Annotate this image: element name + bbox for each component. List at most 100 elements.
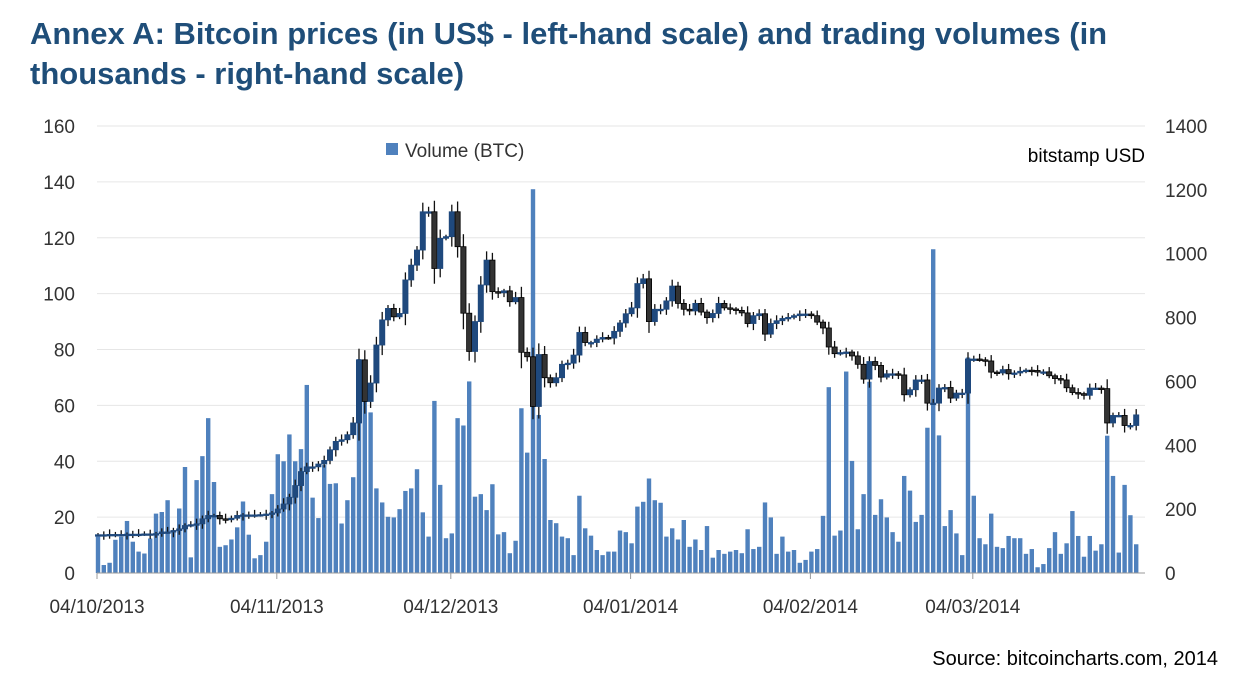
candle-up — [181, 525, 188, 530]
candle-down — [1046, 371, 1053, 377]
volume-bar — [960, 555, 965, 573]
candle-up — [767, 323, 774, 335]
volume-bar — [107, 562, 112, 573]
volume-bar — [188, 557, 193, 573]
volume-bar — [438, 484, 443, 573]
candle-up — [1011, 372, 1018, 375]
candle-down — [825, 327, 832, 348]
annotation: bitstamp USD — [1028, 146, 1145, 167]
candle-down — [860, 363, 867, 380]
volume-bar — [890, 532, 895, 573]
candle-up — [152, 533, 159, 536]
volume-bar — [513, 540, 518, 573]
candle-down — [1098, 387, 1105, 390]
candle-up — [791, 315, 798, 318]
volume-bar — [1018, 538, 1023, 573]
candle-up — [1127, 425, 1134, 428]
candle-up — [129, 533, 136, 537]
volume-bar — [907, 490, 913, 573]
candle-up — [106, 534, 113, 537]
candle-up — [657, 308, 664, 312]
candle-down — [646, 278, 653, 322]
volume-bar — [936, 435, 942, 573]
candle-up — [321, 460, 328, 465]
volume-bar — [293, 461, 298, 573]
volume-bar — [461, 425, 466, 573]
candle-up — [292, 485, 299, 498]
volume-bar — [229, 539, 234, 573]
volume-bar — [774, 553, 779, 573]
volume-bar — [1105, 435, 1110, 573]
candle-up — [257, 514, 264, 517]
candle-up — [124, 533, 131, 537]
volume-bar — [281, 461, 286, 573]
candle-up — [930, 402, 937, 406]
volume-bar — [1081, 556, 1087, 573]
candle-down — [390, 308, 397, 318]
y-right-tick-label: 400 — [1165, 436, 1197, 457]
volume-bar — [159, 512, 164, 573]
candle-up — [297, 471, 304, 486]
candle-up — [773, 320, 780, 324]
candle-up — [912, 379, 919, 391]
candle-up — [373, 344, 380, 384]
volume-bar — [101, 565, 106, 573]
candle-up — [367, 382, 374, 402]
candle-up — [883, 373, 890, 378]
candle-down — [1034, 370, 1041, 373]
candle-up — [593, 338, 600, 343]
candle-down — [1069, 387, 1076, 393]
candle-up — [756, 313, 763, 317]
candle-up — [785, 316, 792, 320]
candle-down — [680, 303, 687, 310]
volume-bar — [536, 414, 541, 573]
candle-down — [744, 312, 751, 324]
volume-bar — [420, 512, 425, 573]
candle-down — [524, 351, 531, 358]
volume-bar — [919, 514, 924, 573]
volume-bar — [739, 553, 744, 573]
candle-up — [239, 514, 246, 517]
candle-down — [547, 377, 554, 384]
candle-up — [338, 439, 345, 442]
candle-down — [222, 518, 229, 521]
candle-down — [698, 303, 705, 313]
candle-down — [530, 356, 537, 407]
volume-bar — [142, 553, 147, 573]
candle-up — [199, 518, 206, 525]
volume-bar — [797, 562, 802, 573]
candle-up — [245, 514, 252, 517]
volume-bar — [345, 500, 350, 573]
candle-up — [535, 354, 542, 407]
volume-bar — [693, 539, 698, 573]
volume-bar — [965, 357, 971, 573]
volume-bar — [571, 555, 576, 573]
volume-bar — [484, 510, 489, 573]
y-right-tick-label: 0 — [1165, 564, 1176, 585]
volume-bar — [600, 555, 605, 573]
volume-bar — [316, 518, 321, 573]
candle-up — [251, 514, 258, 517]
candle-up — [477, 284, 484, 322]
volume-bar — [119, 536, 124, 573]
volume-bar — [252, 558, 257, 573]
volume-bar — [490, 484, 495, 573]
candle-up — [576, 332, 583, 356]
candle-up — [640, 278, 647, 284]
candle-up — [570, 354, 577, 364]
volume-bar — [339, 523, 344, 573]
volume-bar — [565, 538, 570, 573]
candle-up — [303, 466, 310, 472]
candle-up — [837, 352, 844, 355]
volume-bar — [583, 528, 588, 573]
candle-up — [228, 517, 235, 521]
volume-bar — [559, 536, 565, 573]
y-right-tick-label: 1400 — [1165, 117, 1207, 138]
candle-up — [953, 392, 960, 399]
candle-up — [448, 211, 455, 238]
candle-up — [280, 503, 287, 510]
candle-up — [118, 534, 125, 537]
candle-down — [431, 211, 438, 269]
candle-up — [634, 283, 641, 309]
volume-bar — [762, 502, 768, 573]
